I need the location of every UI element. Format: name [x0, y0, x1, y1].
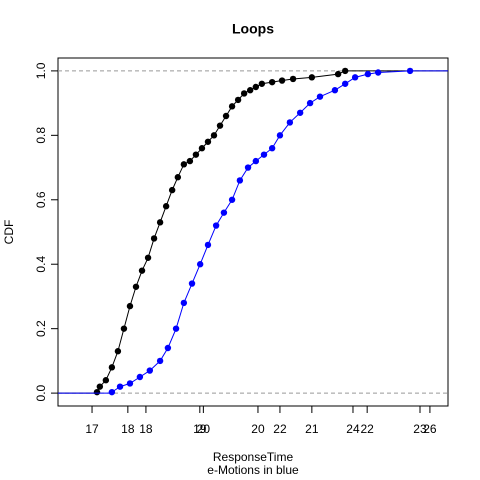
ecdf-point: [234, 96, 242, 104]
ecdf-point: [296, 109, 304, 116]
ecdf-point: [236, 177, 244, 184]
ecdf-point: [212, 222, 220, 229]
ecdf-point: [108, 388, 116, 396]
ecdf-point: [286, 119, 294, 126]
ecdf-point: [126, 380, 134, 387]
ecdf-point: [331, 87, 339, 94]
ecdf-point: [351, 74, 359, 81]
ecdf-point: [132, 283, 140, 290]
plot-frame: [57, 57, 449, 407]
x-tick-label: 20: [197, 422, 211, 436]
ecdf-point: [316, 93, 324, 100]
ecdf-point: [196, 261, 204, 268]
ecdf-point: [276, 132, 284, 139]
ecdf-point: [156, 357, 164, 365]
y-tick-label: 0.6: [34, 191, 48, 208]
ecdf-point: [228, 103, 236, 110]
ecdf-point: [252, 157, 260, 165]
ecdf-point: [341, 80, 349, 87]
ecdf-point: [289, 75, 297, 83]
ecdf-point: [198, 145, 206, 152]
ecdf-point: [222, 112, 230, 120]
ecdf-point: [126, 302, 134, 310]
ecdf-point: [138, 267, 146, 274]
x-tick-label: 22: [360, 422, 374, 436]
ecdf-point: [228, 196, 236, 203]
ecdf-point: [156, 219, 164, 226]
x-tick-label: 19: [193, 422, 207, 436]
ecdf-point: [93, 388, 101, 396]
x-tick-label: 18: [121, 422, 135, 436]
ecdf-point: [108, 364, 116, 371]
ecdf-point: [96, 383, 104, 390]
x-tick-label: 21: [305, 422, 319, 436]
ecdf-point: [192, 151, 200, 158]
ecdf-point: [240, 90, 248, 97]
ecdf-point: [220, 209, 228, 216]
ecdf-point: [374, 69, 382, 76]
ecdf-point: [146, 367, 154, 374]
y-tick-label: 0.4: [34, 256, 48, 273]
ecdf-point: [260, 151, 268, 158]
ecdf-point: [364, 70, 372, 78]
ecdf-point: [120, 325, 128, 332]
ecdf-point: [306, 99, 314, 107]
ecdf-point: [168, 186, 176, 194]
ecdf-point: [334, 70, 342, 78]
ecdf-point: [150, 235, 158, 242]
x-tick-label: 18: [139, 422, 153, 436]
ecdf-point: [268, 78, 276, 86]
ecdf-point: [258, 80, 266, 87]
ecdf-point: [204, 138, 212, 145]
ecdf-point: [116, 383, 124, 390]
subtitle: e-Motions in blue: [207, 463, 299, 477]
ecdf-point: [102, 377, 110, 384]
ecdf-point: [246, 87, 254, 94]
ecdf-point: [186, 157, 194, 165]
x-tick-label: 17: [85, 422, 99, 436]
x-tick-label: 22: [273, 422, 287, 436]
ecdf-point: [216, 122, 224, 129]
ecdf-point: [172, 325, 180, 332]
y-tick-label: 0.2: [34, 320, 48, 337]
x-tick-label: 26: [423, 422, 437, 436]
ecdf-point: [180, 299, 188, 307]
ecdf-point: [210, 132, 218, 139]
ecdf-point: [341, 67, 349, 75]
ecdf-point: [162, 203, 170, 210]
ecdf-line: [96, 70, 346, 393]
y-tick-label: 0.8: [34, 127, 48, 144]
y-axis-label: CDF: [2, 220, 16, 245]
ecdf-point: [174, 174, 182, 181]
ecdf-point: [268, 145, 276, 152]
ecdf-point: [180, 161, 188, 168]
ecdf-point: [406, 67, 414, 75]
x-tick-label: 20: [251, 422, 265, 436]
ecdf-point: [308, 74, 316, 81]
x-axis-label: ResponseTime: [213, 450, 294, 464]
ecdf-point: [204, 241, 212, 249]
ecdf-point: [188, 280, 196, 287]
ecdf-point: [252, 83, 260, 91]
x-tick-label: 23: [413, 422, 427, 436]
y-tick-label: 0.0: [34, 384, 48, 401]
ecdf-point: [144, 254, 152, 261]
chart-title: Loops: [232, 21, 274, 37]
ecdf-point: [136, 373, 144, 381]
ecdf-point: [278, 77, 286, 84]
x-tick-label: 24: [346, 422, 360, 436]
ecdf-point: [244, 164, 252, 171]
y-tick-label: 1.0: [34, 62, 48, 79]
ecdf-point: [114, 348, 122, 355]
ecdf-point: [164, 344, 172, 352]
